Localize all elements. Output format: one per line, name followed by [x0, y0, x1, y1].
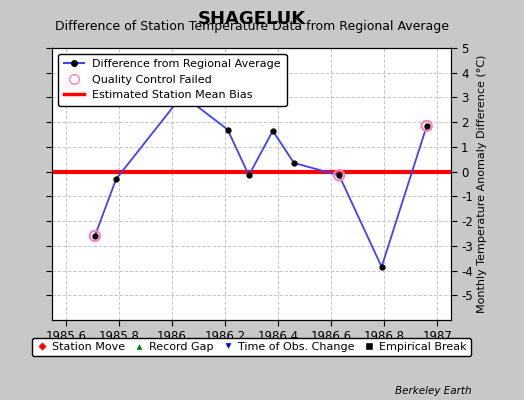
Text: SHAGELUK: SHAGELUK [198, 10, 305, 28]
Y-axis label: Monthly Temperature Anomaly Difference (°C): Monthly Temperature Anomaly Difference (… [477, 55, 487, 313]
Legend: Difference from Regional Average, Quality Control Failed, Estimated Station Mean: Difference from Regional Average, Qualit… [58, 54, 287, 106]
Text: Difference of Station Temperature Data from Regional Average: Difference of Station Temperature Data f… [54, 20, 449, 33]
Text: Berkeley Earth: Berkeley Earth [395, 386, 472, 396]
Point [422, 123, 431, 129]
Point [91, 233, 99, 239]
Legend: Station Move, Record Gap, Time of Obs. Change, Empirical Break: Station Move, Record Gap, Time of Obs. C… [32, 338, 471, 356]
Point [335, 172, 343, 178]
